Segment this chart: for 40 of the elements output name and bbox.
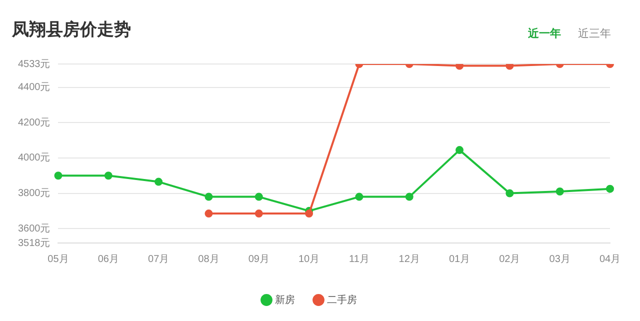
text: 近一年 [528,26,561,41]
x-tick-label: 04月 [599,254,621,265]
point [556,188,564,196]
x-tick-label: 01月 [448,254,470,265]
point [104,172,112,180]
point [204,192,213,201]
y-tick-label: 4200元 [18,117,50,128]
point [54,172,62,180]
x-tick-label: 07月 [148,254,170,265]
x-tick-label: 08月 [198,254,220,265]
point [204,210,213,218]
x-tick-label: 09月 [248,254,270,265]
point [254,192,263,201]
y-tick-label: 4533元 [18,58,50,70]
legend-label: 新房 [275,294,295,306]
y-tick-label: 4400元 [18,82,50,94]
y-tick-label: 3518元 [18,238,50,249]
x-tick-label: 03月 [549,254,570,265]
x-tick-label: 02月 [499,254,520,265]
point [456,64,464,70]
y-tick-label: 3600元 [18,223,50,234]
x-tick-label: 06月 [98,254,119,265]
x-tick-label: 10月 [298,254,320,265]
point [254,210,263,218]
point [456,146,464,154]
x-tick-label: 12月 [398,254,420,265]
x-tick-label: 05月 [48,254,69,265]
text: 近三年 [578,26,611,41]
point [355,192,364,201]
y-tick-label: 4000元 [18,152,50,164]
point [405,192,414,201]
point [606,184,614,193]
point [305,210,314,218]
point [506,64,514,70]
y-tick-label: 3800元 [18,188,50,200]
point [506,189,514,198]
legend-label: 二手房 [327,294,357,306]
chart-title: 凤翔县房价走势 [12,19,131,41]
x-tick-label: 11月 [349,254,370,265]
point [154,178,163,186]
